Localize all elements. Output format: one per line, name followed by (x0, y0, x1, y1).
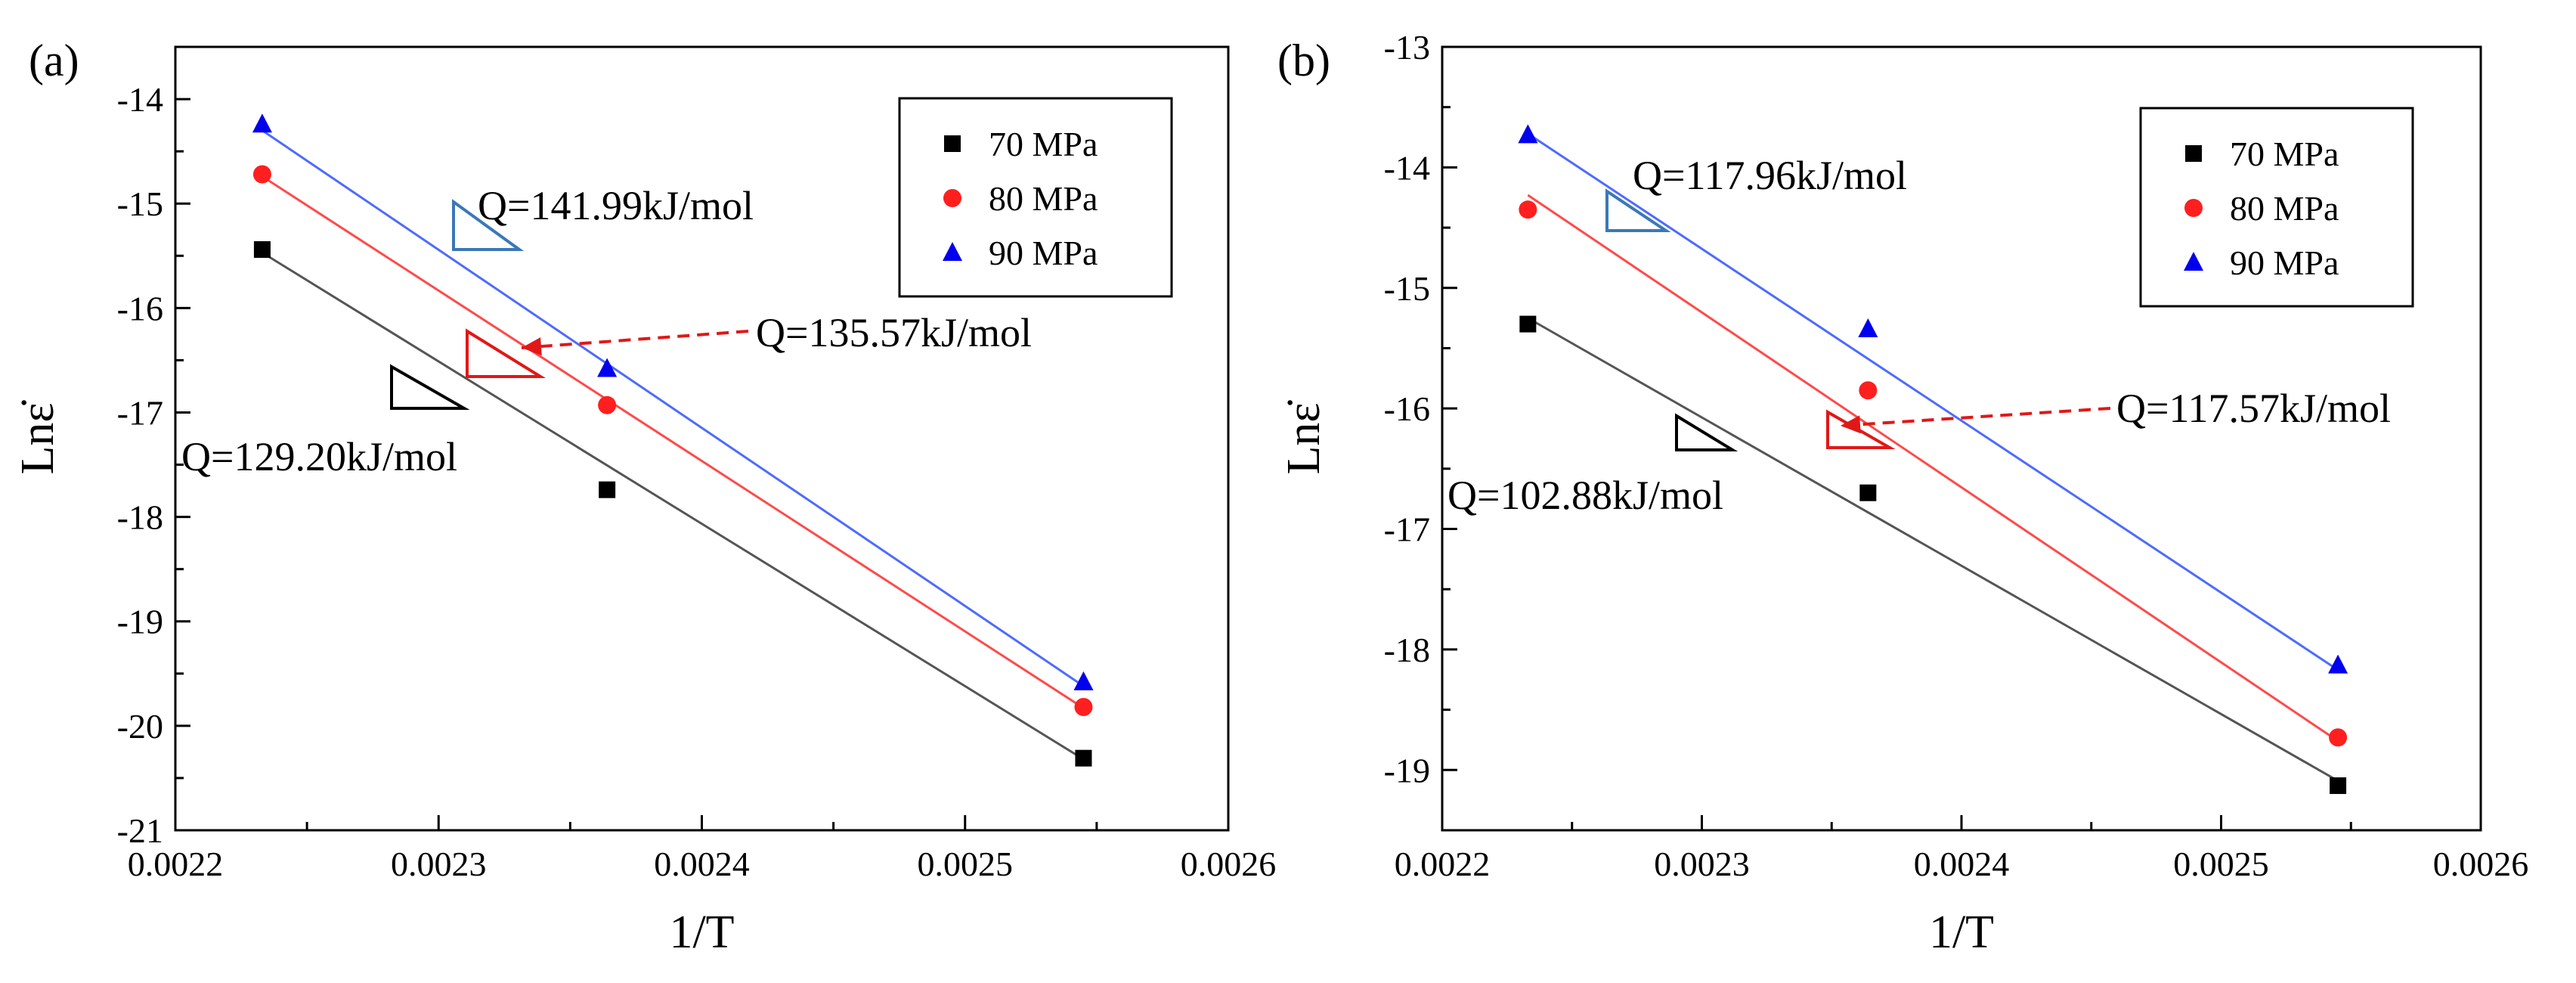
legend-marker-90-mpa (2184, 252, 2203, 271)
data-point-70-mpa (599, 481, 616, 498)
data-point-80-mpa (252, 165, 271, 184)
legend-label-70-mpa: 70 MPa (2230, 135, 2339, 173)
slope-triangle (1675, 413, 1738, 451)
activation-energy-label: Q=102.88kJ/mol (1447, 473, 1723, 518)
y-tick-label: -19 (117, 603, 163, 641)
data-point-80-mpa (1074, 698, 1093, 717)
data-point-90-mpa (597, 358, 618, 377)
y-tick-label: -17 (1384, 510, 1430, 549)
fit-line-70-mpa (1527, 317, 2339, 782)
y-tick-label: -16 (117, 289, 163, 327)
annotation-arrowhead (1841, 415, 1861, 434)
data-point-90-mpa (252, 113, 272, 133)
y-axis-title: Lnε̇ (12, 400, 63, 475)
slope-triangle (452, 199, 525, 251)
y-axis-title: Lnε̇ (1278, 400, 1330, 475)
x-tick-label: 0.0023 (1654, 845, 1750, 883)
y-tick-label: -19 (1384, 751, 1430, 789)
data-point-70-mpa (1075, 749, 1092, 767)
panel-label: (a) (29, 36, 79, 85)
data-point-90-mpa (1518, 124, 1538, 144)
legend-marker-80-mpa (943, 189, 961, 207)
x-tick-label: 0.0022 (1395, 845, 1491, 883)
legend-label-90-mpa: 90 MPa (989, 234, 1098, 272)
fit-line-90-mpa (1527, 132, 2339, 671)
legend-label-80-mpa: 80 MPa (2230, 189, 2339, 228)
data-point-70-mpa (1859, 484, 1877, 501)
y-tick-label: -14 (1384, 148, 1430, 187)
y-tick-label: -16 (1384, 389, 1430, 428)
data-point-70-mpa (253, 240, 271, 258)
chart-panel-a: 0.0022 0.0023 0.0024 0.0025 0.0026 -21 -20 -19 -… (12, 36, 1276, 958)
y-tick-label: -18 (1384, 631, 1430, 669)
panel-label: (b) (1277, 36, 1330, 85)
y-tick-label: -15 (117, 185, 163, 223)
data-point-80-mpa (2329, 728, 2348, 747)
data-point-90-mpa (1858, 318, 1878, 337)
x-tick-label: 0.0026 (1181, 845, 1277, 883)
legend-marker-70-mpa (944, 135, 961, 152)
slope-triangle (1605, 188, 1671, 232)
legend-marker-90-mpa (943, 242, 962, 261)
fit-line-80-mpa (1527, 194, 2339, 743)
legend-marker-70-mpa (2185, 145, 2202, 162)
y-tick-label: -13 (1384, 28, 1430, 67)
annotation-arrow (521, 330, 749, 349)
data-point-90-mpa (1073, 671, 1094, 690)
x-tick-label: 0.0022 (128, 845, 224, 883)
fit-line-70-mpa (262, 251, 1085, 761)
data-point-70-mpa (2330, 777, 2347, 795)
y-tick-label: -20 (117, 707, 163, 746)
x-axis-title: 1/T (1929, 907, 1994, 958)
y-tick-label: -14 (117, 80, 163, 119)
x-tick-label: 0.0025 (2173, 845, 2269, 883)
legend-marker-80-mpa (2184, 199, 2203, 217)
x-tick-label: 0.0024 (654, 845, 750, 883)
data-point-80-mpa (1859, 381, 1878, 400)
annotation-arrow (1840, 407, 2111, 427)
activation-energy-label: Q=117.57kJ/mol (2116, 386, 2391, 431)
activation-energy-label: Q=129.20kJ/mol (181, 434, 457, 479)
activation-energy-label: Q=141.99kJ/mol (478, 183, 754, 228)
y-tick-label: -21 (117, 811, 163, 850)
legend-label-90-mpa: 90 MPa (2230, 243, 2339, 282)
x-tick-label: 0.0023 (391, 845, 487, 883)
legend-label-80-mpa: 80 MPa (989, 179, 1098, 218)
annotation-arrowhead (522, 337, 542, 356)
activation-energy-label: Q=117.96kJ/mol (1633, 153, 1907, 198)
data-point-80-mpa (1519, 200, 1537, 219)
legend-label-70-mpa: 70 MPa (989, 125, 1098, 163)
slope-triangle (466, 328, 546, 378)
data-point-80-mpa (598, 395, 617, 414)
data-point-70-mpa (1519, 315, 1537, 333)
activation-energy-label: Q=135.57kJ/mol (756, 310, 1032, 355)
x-tick-label: 0.0025 (918, 845, 1014, 883)
x-tick-label: 0.0026 (2433, 845, 2529, 883)
x-axis-title: 1/T (669, 907, 734, 958)
fit-line-90-mpa (262, 129, 1085, 687)
chart-panel-b: 0.0022 0.0023 0.0024 0.0025 0.0026 -19 -18 -17 -… (1277, 28, 2528, 958)
y-tick-label: -15 (1384, 269, 1430, 308)
y-tick-label: -18 (117, 498, 163, 537)
fit-line-80-mpa (262, 175, 1085, 709)
y-tick-label: -17 (117, 393, 163, 432)
slope-triangle (390, 364, 470, 410)
data-point-90-mpa (2328, 654, 2348, 674)
x-tick-label: 0.0024 (1914, 845, 2010, 883)
